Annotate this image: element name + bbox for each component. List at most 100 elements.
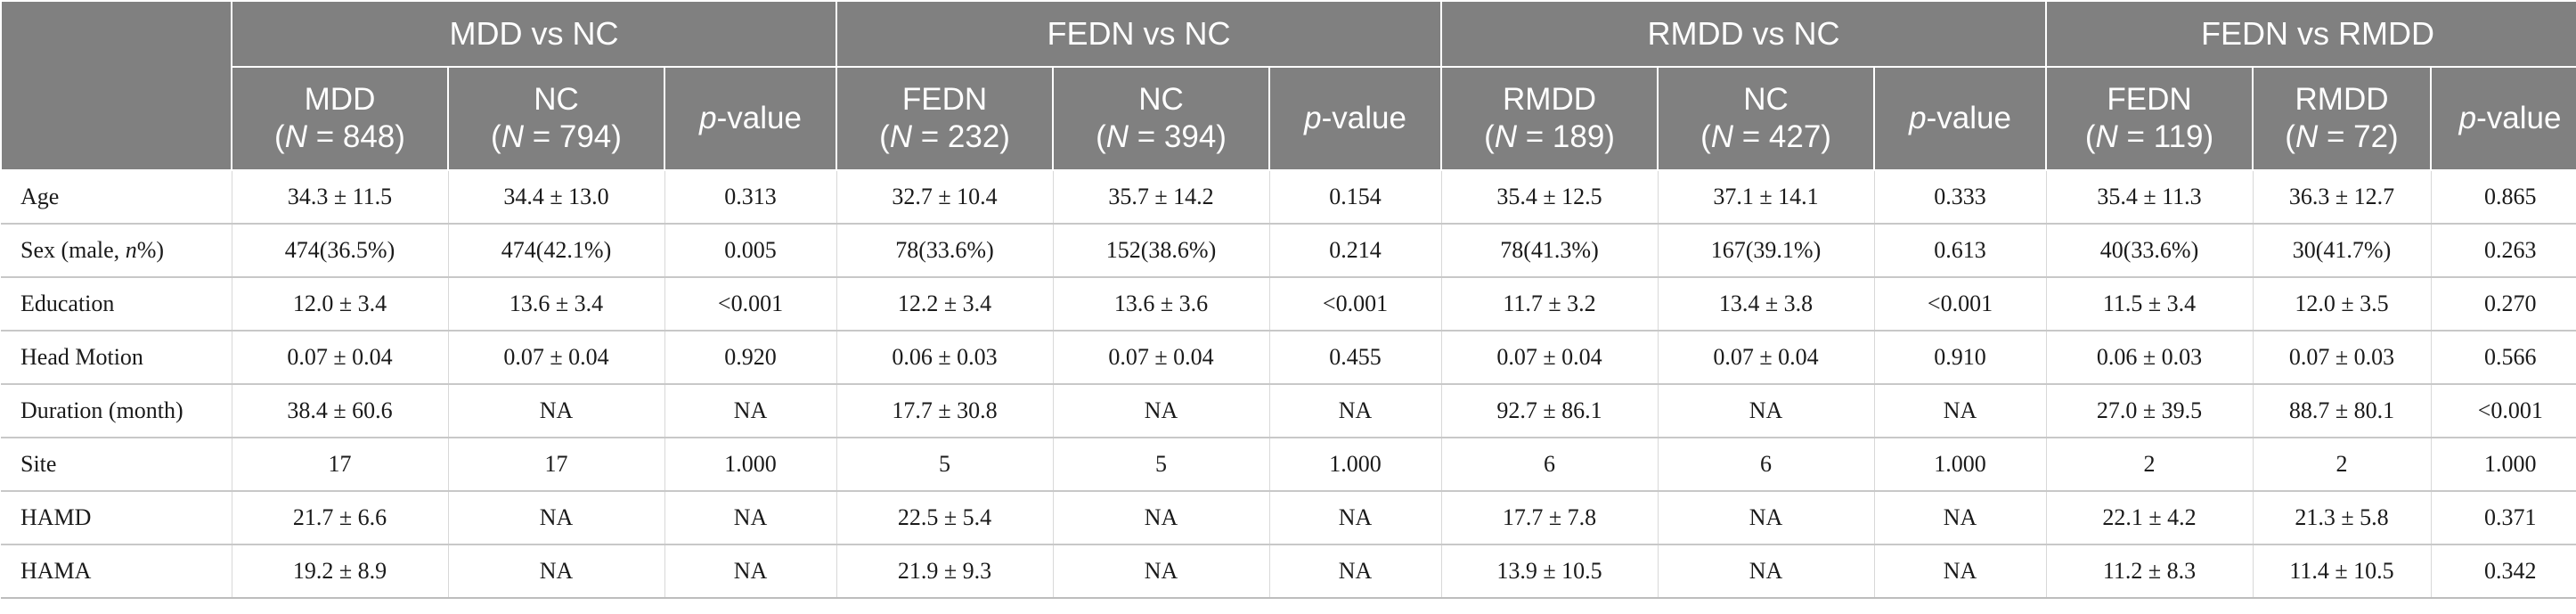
table-row: Age 34.3 ± 11.5 34.4 ± 13.0 0.313 32.7 ± 10.… bbox=[1, 170, 2576, 225]
table-row: Education 12.0 ± 3.4 13.6 ± 3.4 <0.001 12.2 … bbox=[1, 277, 2576, 332]
table-cell: 30(41.7%) bbox=[2252, 224, 2432, 278]
table-cell: 5 bbox=[1052, 438, 1270, 492]
table-cell: 38.4 ± 60.6 bbox=[231, 384, 448, 438]
column-header: MDD (N = 848) bbox=[231, 66, 449, 171]
table-cell: 40(33.6%) bbox=[2045, 224, 2254, 278]
table-cell: 0.613 bbox=[1873, 224, 2047, 278]
table-cell: NA bbox=[1657, 544, 1875, 599]
table-cell: 0.270 bbox=[2430, 277, 2576, 332]
table-cell: 0.910 bbox=[1873, 331, 2047, 385]
table-cell: 0.263 bbox=[2430, 224, 2576, 278]
table-cell: 21.9 ± 9.3 bbox=[836, 544, 1054, 599]
table-cell: NA bbox=[1268, 384, 1442, 438]
table-cell: NA bbox=[447, 384, 664, 438]
table-cell: 35.4 ± 12.5 bbox=[1440, 170, 1659, 225]
table-cell: NA bbox=[1268, 491, 1442, 545]
table-cell: 6 bbox=[1440, 438, 1659, 492]
table-cell: NA bbox=[447, 544, 664, 599]
table-cell: 13.6 ± 3.4 bbox=[447, 277, 664, 332]
table-cell: 11.2 ± 8.3 bbox=[2045, 544, 2254, 599]
table-row: Duration (month) 38.4 ± 60.6 NA NA 17.7 ± 30… bbox=[1, 384, 2576, 438]
table-cell: 0.342 bbox=[2430, 544, 2576, 599]
row-label: HAMA bbox=[1, 544, 232, 599]
table-cell: 78(41.3%) bbox=[1440, 224, 1659, 278]
table-cell: 11.5 ± 3.4 bbox=[2045, 277, 2254, 332]
table-cell: 0.154 bbox=[1268, 170, 1442, 225]
table-cell: 12.0 ± 3.5 bbox=[2252, 277, 2432, 332]
table-row: HAMD 21.7 ± 6.6 NA NA 22.5 ± 5.4 NA NA 17.7 ± 7… bbox=[1, 491, 2576, 545]
table-cell: 27.0 ± 39.5 bbox=[2045, 384, 2254, 438]
table-cell: 22.5 ± 5.4 bbox=[836, 491, 1054, 545]
row-label: Site bbox=[1, 438, 232, 492]
table-cell: 35.4 ± 11.3 bbox=[2045, 170, 2254, 225]
table-cell: 0.333 bbox=[1873, 170, 2047, 225]
row-label: Sex (male, n%) bbox=[1, 224, 232, 278]
row-label: HAMD bbox=[1, 491, 232, 545]
table-cell: NA bbox=[1052, 491, 1270, 545]
table-cell: <0.001 bbox=[1268, 277, 1442, 332]
table-cell: 2 bbox=[2252, 438, 2432, 492]
table-cell: 1.000 bbox=[2430, 438, 2576, 492]
table-row: Head Motion 0.07 ± 0.04 0.07 ± 0.04 0.920 0.… bbox=[1, 331, 2576, 385]
table-cell: 0.371 bbox=[2430, 491, 2576, 545]
column-header: NC (N = 394) bbox=[1052, 66, 1271, 171]
table-cell: 0.07 ± 0.03 bbox=[2252, 331, 2432, 385]
table-cell: <0.001 bbox=[2430, 384, 2576, 438]
row-label: Education bbox=[1, 277, 232, 332]
table-cell: 0.005 bbox=[664, 224, 837, 278]
table-row: HAMA 19.2 ± 8.9 NA NA 21.9 ± 9.3 NA NA 13.9 ± 1… bbox=[1, 544, 2576, 599]
table-body: Age 34.3 ± 11.5 34.4 ± 13.0 0.313 32.7 ± 10.… bbox=[1, 170, 2576, 599]
demographics-table: MDD vs NC FEDN vs NC RMDD vs NC FEDN vs … bbox=[0, 0, 2576, 599]
column-header: RMDD (N = 189) bbox=[1440, 66, 1659, 171]
table-cell: 0.07 ± 0.04 bbox=[1052, 331, 1270, 385]
table-cell: 474(42.1%) bbox=[447, 224, 664, 278]
table-cell: NA bbox=[447, 491, 664, 545]
table-cell: 0.566 bbox=[2430, 331, 2576, 385]
table-cell: 167(39.1%) bbox=[1657, 224, 1875, 278]
table-cell: 0.920 bbox=[664, 331, 837, 385]
p-value-header: p-value bbox=[2430, 66, 2576, 171]
p-value-header: p-value bbox=[1873, 66, 2048, 171]
table-cell: 35.7 ± 14.2 bbox=[1052, 170, 1270, 225]
group-title: FEDN vs RMDD bbox=[2045, 0, 2576, 68]
table-cell: 34.3 ± 11.5 bbox=[231, 170, 448, 225]
table-cell: 37.1 ± 14.1 bbox=[1657, 170, 1875, 225]
table-cell: 34.4 ± 13.0 bbox=[447, 170, 664, 225]
table-cell: 0.214 bbox=[1268, 224, 1442, 278]
table-cell: 13.4 ± 3.8 bbox=[1657, 277, 1875, 332]
table-cell: 0.07 ± 0.04 bbox=[1440, 331, 1659, 385]
table-cell: <0.001 bbox=[1873, 277, 2047, 332]
table-cell: 19.2 ± 8.9 bbox=[231, 544, 448, 599]
column-header: FEDN (N = 232) bbox=[836, 66, 1055, 171]
group-header-row: MDD vs NC FEDN vs NC RMDD vs NC FEDN vs … bbox=[0, 0, 2576, 171]
table-cell: 2 bbox=[2045, 438, 2254, 492]
table-cell: NA bbox=[1873, 544, 2047, 599]
table-cell: 21.3 ± 5.8 bbox=[2252, 491, 2432, 545]
table-cell: 17 bbox=[447, 438, 664, 492]
table-cell: NA bbox=[1873, 384, 2047, 438]
row-label: Duration (month) bbox=[1, 384, 232, 438]
column-header: NC (N = 427) bbox=[1657, 66, 1876, 171]
table-cell: 22.1 ± 4.2 bbox=[2045, 491, 2254, 545]
column-header: FEDN (N = 119) bbox=[2045, 66, 2254, 171]
table-cell: 1.000 bbox=[1268, 438, 1442, 492]
table-cell: 11.4 ± 10.5 bbox=[2252, 544, 2432, 599]
table-cell: 13.9 ± 10.5 bbox=[1440, 544, 1659, 599]
table-cell: 17 bbox=[231, 438, 448, 492]
table-cell: 474(36.5%) bbox=[231, 224, 448, 278]
table-cell: 13.6 ± 3.6 bbox=[1052, 277, 1270, 332]
table-cell: NA bbox=[664, 491, 837, 545]
table-cell: 17.7 ± 30.8 bbox=[836, 384, 1054, 438]
table-cell: 0.06 ± 0.03 bbox=[836, 331, 1054, 385]
table-cell: 0.455 bbox=[1268, 331, 1442, 385]
table-cell: 5 bbox=[836, 438, 1054, 492]
row-label: Head Motion bbox=[1, 331, 232, 385]
table-cell: 17.7 ± 7.8 bbox=[1440, 491, 1659, 545]
header-corner bbox=[0, 0, 232, 171]
table-cell: 0.07 ± 0.04 bbox=[447, 331, 664, 385]
table-cell: NA bbox=[664, 544, 837, 599]
table-cell: 1.000 bbox=[1873, 438, 2047, 492]
table-cell: 36.3 ± 12.7 bbox=[2252, 170, 2432, 225]
table-cell: 6 bbox=[1657, 438, 1875, 492]
group-title: MDD vs NC bbox=[230, 0, 838, 68]
